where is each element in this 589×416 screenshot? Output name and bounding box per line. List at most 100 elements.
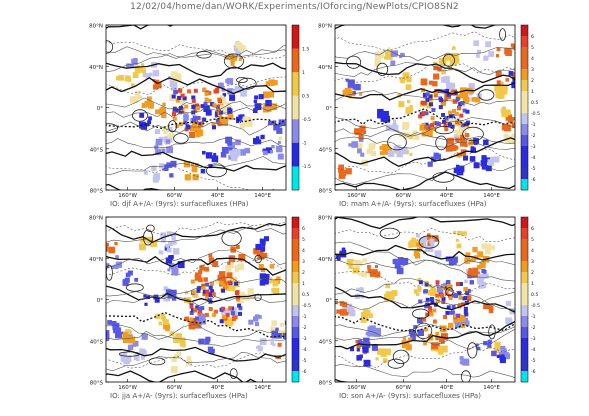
colorbar-swatch bbox=[521, 294, 528, 306]
contour-line bbox=[106, 166, 277, 190]
anomaly-cell bbox=[115, 261, 123, 268]
colorbar-frame bbox=[520, 216, 529, 383]
anomaly-cell bbox=[414, 239, 420, 244]
anomaly-cell bbox=[282, 332, 286, 340]
anomaly-cell bbox=[345, 168, 352, 175]
anomaly-cell bbox=[416, 242, 421, 247]
contour-line bbox=[106, 62, 286, 78]
anomaly-cell bbox=[190, 308, 195, 313]
anomaly-cell bbox=[163, 319, 169, 325]
anomaly-cell bbox=[433, 65, 439, 71]
anomaly-cell bbox=[165, 139, 171, 144]
anomaly-cell bbox=[432, 235, 439, 242]
anomaly-cell bbox=[450, 144, 457, 151]
anomaly-cell bbox=[111, 265, 115, 269]
contour-line bbox=[106, 223, 286, 244]
anomaly-cell bbox=[163, 286, 168, 291]
contour-line bbox=[335, 117, 515, 137]
contour-line bbox=[335, 90, 515, 106]
anomaly-cell bbox=[436, 154, 442, 160]
y-tick-label: 80°S bbox=[90, 189, 104, 195]
anomaly-cell bbox=[434, 250, 442, 258]
anomaly-cell bbox=[243, 294, 250, 301]
anomaly-cell bbox=[511, 81, 515, 89]
anomaly-cell bbox=[485, 41, 492, 48]
anomaly-cell bbox=[160, 314, 166, 320]
anomaly-cell bbox=[502, 85, 508, 91]
contour-line bbox=[335, 171, 515, 190]
anomaly-cell bbox=[363, 337, 370, 345]
anomaly-cell bbox=[512, 76, 515, 83]
anomaly-cell bbox=[443, 315, 448, 319]
anomaly-cell bbox=[441, 102, 446, 107]
x-tick-label: 160°W bbox=[118, 193, 137, 199]
anomaly-cell bbox=[476, 49, 481, 54]
contour-line bbox=[106, 323, 286, 340]
anomaly-cell bbox=[428, 96, 432, 101]
anomaly-cell bbox=[278, 119, 286, 127]
anomaly-cell bbox=[210, 281, 214, 286]
anomaly-cell bbox=[221, 309, 226, 315]
y-tick-label: 40°S bbox=[90, 339, 104, 345]
anomaly-cell bbox=[438, 337, 444, 343]
anomaly-cell bbox=[200, 104, 205, 109]
anomaly-cell bbox=[213, 89, 218, 94]
anomaly-cell bbox=[423, 289, 428, 294]
contour-loop bbox=[387, 134, 407, 151]
colorbar-tick-label: -1 bbox=[302, 141, 307, 147]
contour-loop bbox=[221, 230, 242, 247]
contour-line bbox=[106, 290, 286, 307]
contour-loop bbox=[205, 164, 227, 178]
anomaly-cell bbox=[496, 80, 501, 85]
anomaly-cell bbox=[224, 307, 232, 315]
x-tick-label: 160°W bbox=[118, 385, 137, 391]
anomaly-cell bbox=[511, 133, 515, 138]
anomaly-cell bbox=[396, 150, 403, 158]
colorbar-swatch bbox=[292, 272, 299, 284]
contour-line bbox=[335, 47, 515, 62]
anomaly-cell bbox=[418, 114, 423, 119]
anomaly-cell bbox=[238, 57, 242, 61]
colorbar-tick-label: 0.5 bbox=[531, 100, 538, 106]
anomaly-cell bbox=[454, 129, 460, 136]
anomaly-cell bbox=[205, 292, 210, 297]
anomaly-cell bbox=[459, 113, 464, 118]
anomaly-cell bbox=[155, 82, 162, 89]
anomaly-cell bbox=[191, 166, 198, 173]
contour-line bbox=[335, 160, 515, 186]
contour-loop bbox=[488, 324, 496, 340]
colorbar-tick-label: -6 bbox=[302, 369, 307, 375]
anomaly-cell bbox=[212, 103, 217, 108]
anomaly-cell bbox=[270, 103, 277, 111]
anomaly-cell bbox=[208, 253, 213, 258]
colorbar-swatch bbox=[292, 250, 299, 262]
anomaly-cell bbox=[418, 288, 422, 292]
anomaly-cell bbox=[444, 53, 451, 61]
anomaly-cell bbox=[238, 254, 246, 261]
anomaly-cell bbox=[454, 321, 462, 329]
anomaly-cell bbox=[205, 294, 210, 299]
anomaly-cell bbox=[496, 354, 500, 358]
anomaly-cell bbox=[147, 96, 152, 102]
x-tick-label: 60°W bbox=[396, 385, 412, 391]
anomaly-cell bbox=[216, 279, 221, 284]
anomaly-cell bbox=[379, 151, 384, 155]
colorbar-swatch bbox=[521, 113, 528, 125]
anomaly-cell bbox=[472, 267, 478, 274]
anomaly-cell bbox=[473, 271, 480, 278]
anomaly-cell bbox=[469, 280, 474, 285]
anomaly-cell bbox=[360, 152, 365, 157]
anomaly-cell bbox=[475, 343, 479, 347]
anomaly-cell bbox=[116, 76, 121, 81]
anomaly-cell bbox=[260, 134, 265, 140]
contour-loop bbox=[146, 224, 155, 232]
anomaly-cell bbox=[412, 130, 418, 136]
anomaly-cell bbox=[170, 160, 177, 167]
anomaly-cell bbox=[200, 306, 205, 311]
anomaly-cell bbox=[462, 231, 467, 236]
anomaly-cell bbox=[421, 123, 426, 127]
anomaly-cell bbox=[365, 331, 370, 336]
anomaly-cell bbox=[169, 173, 174, 178]
anomaly-cell bbox=[410, 334, 416, 340]
